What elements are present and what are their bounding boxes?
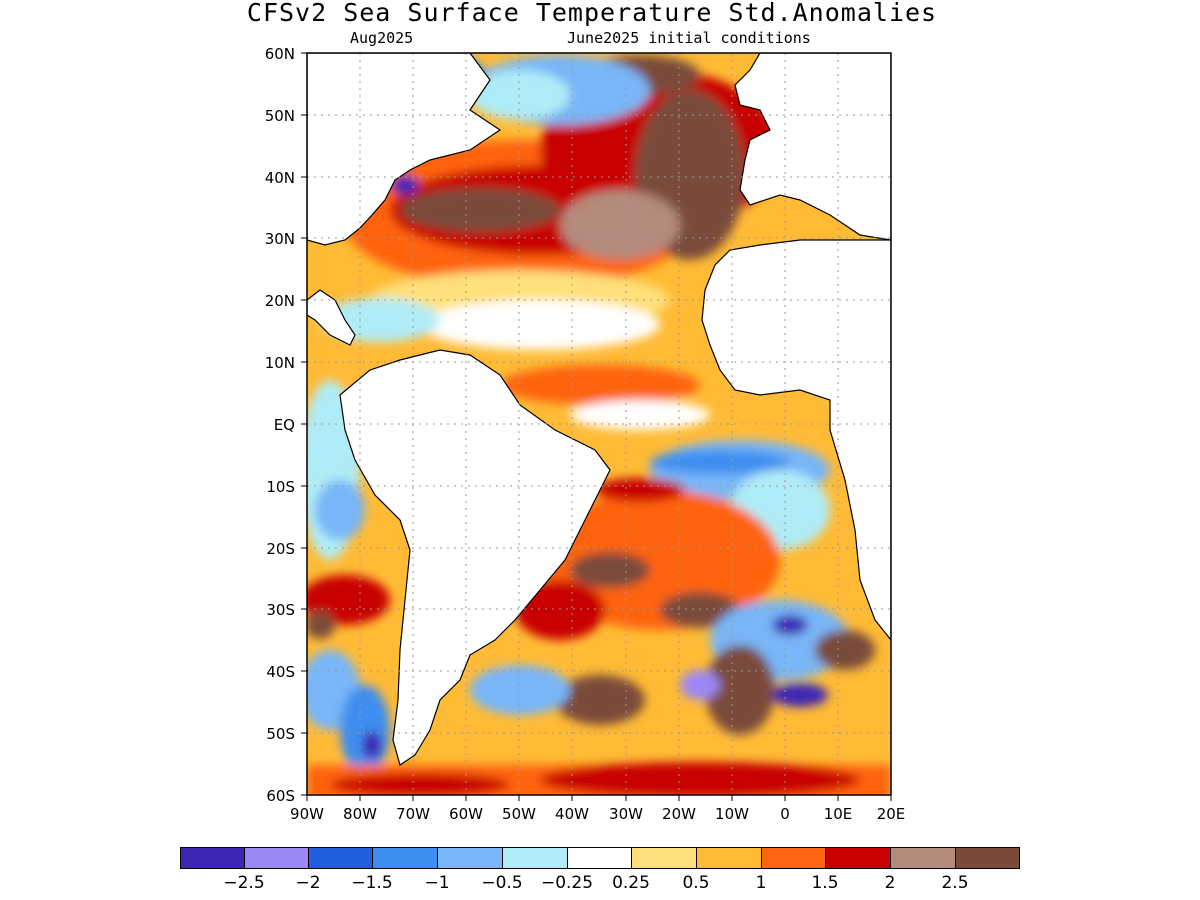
lat-label-10n: 10N bbox=[264, 354, 295, 372]
lat-label-10s: 10S bbox=[266, 478, 295, 496]
lon-label-0: 0 bbox=[780, 805, 790, 823]
valid-month-label: Aug2025 bbox=[350, 29, 414, 47]
lat-label-50n: 50N bbox=[264, 107, 295, 125]
init-conditions-label: June2025 initial conditions bbox=[567, 29, 811, 47]
lat-label-60s: 60S bbox=[266, 787, 295, 805]
lat-label-30n: 30N bbox=[264, 230, 295, 248]
lon-label-20w: 20W bbox=[662, 805, 696, 823]
lat-label-40n: 40N bbox=[264, 169, 295, 187]
lon-label-80w: 80W bbox=[343, 805, 377, 823]
lon-label-20e: 20E bbox=[876, 805, 906, 823]
colorbar-label: −2 bbox=[295, 873, 321, 893]
colorbar-swatch bbox=[308, 847, 373, 869]
colorbar-label: 2 bbox=[884, 873, 896, 893]
colorbar-label: −0.25 bbox=[540, 873, 594, 893]
lat-label-30s: 30S bbox=[266, 601, 295, 619]
colorbar-swatch bbox=[955, 847, 1020, 869]
colorbar-swatch bbox=[437, 847, 503, 869]
lat-label-60n: 60N bbox=[264, 45, 295, 63]
lon-label-90w: 90W bbox=[290, 805, 324, 823]
colorbar-label: 1 bbox=[755, 873, 767, 893]
colorbar-label: −1.5 bbox=[351, 873, 393, 893]
lat-label-20s: 20S bbox=[266, 540, 295, 558]
lon-label-30w: 30W bbox=[609, 805, 643, 823]
lon-label-10w: 10W bbox=[715, 805, 749, 823]
colorbar-label: 1.5 bbox=[811, 873, 839, 893]
lat-label-40s: 40S bbox=[266, 663, 295, 681]
colorbar-label: 2.5 bbox=[941, 873, 969, 893]
lat-label-eq: EQ bbox=[273, 416, 295, 434]
lat-label-50s: 50S bbox=[266, 725, 295, 743]
colorbar-swatch bbox=[631, 847, 697, 869]
colorbar-swatch bbox=[372, 847, 438, 869]
colorbar-swatch bbox=[761, 847, 826, 869]
colorbar-label: −2.5 bbox=[223, 873, 265, 893]
lon-label-70w: 70W bbox=[396, 805, 430, 823]
lon-label-10e: 10E bbox=[823, 805, 853, 823]
colorbar-swatch bbox=[890, 847, 956, 869]
colorbar-swatch bbox=[696, 847, 762, 869]
colorbar-label: −1 bbox=[424, 873, 450, 893]
lat-label-20n: 20N bbox=[264, 292, 295, 310]
lon-label-60w: 60W bbox=[449, 805, 483, 823]
colorbar-swatch bbox=[567, 847, 632, 869]
colorbar-swatch bbox=[180, 847, 245, 869]
colorbar-swatch bbox=[825, 847, 891, 869]
colorbar-label: 0.5 bbox=[682, 873, 710, 893]
colorbar-label: 0.25 bbox=[612, 873, 650, 893]
colorbar-label: −0.5 bbox=[481, 873, 523, 893]
map-title: CFSv2 Sea Surface Temperature Std.Anomal… bbox=[246, 0, 938, 27]
colorbar-swatch bbox=[502, 847, 568, 869]
lon-label-40w: 40W bbox=[555, 805, 589, 823]
colorbar-swatch bbox=[244, 847, 309, 869]
lon-label-50w: 50W bbox=[502, 805, 536, 823]
